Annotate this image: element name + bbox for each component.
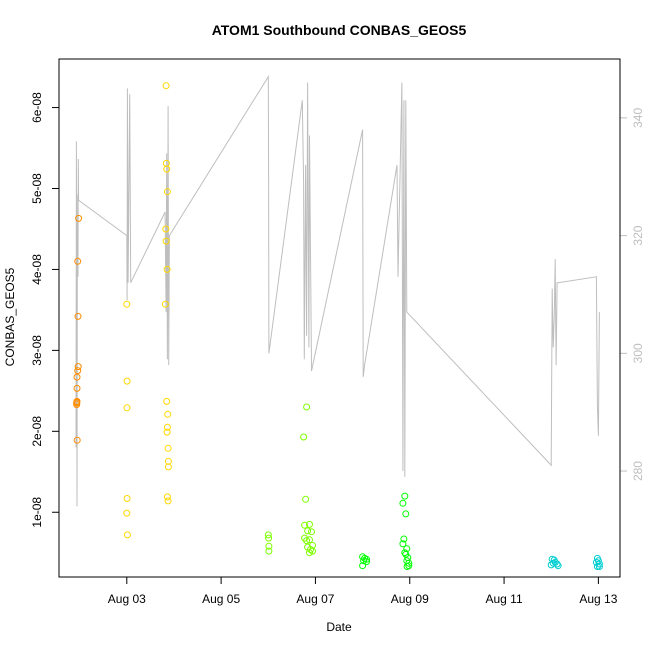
x-axis: Aug 03 Aug 05 Aug 07 Aug 09 Aug 11 Aug 13	[108, 577, 618, 606]
data-point	[74, 257, 82, 265]
y2-tick-label: 300	[631, 343, 645, 363]
data-point	[123, 531, 131, 539]
data-point	[405, 559, 413, 567]
y2-tick-label: 320	[631, 225, 645, 245]
data-point	[164, 444, 172, 452]
data-point	[264, 531, 272, 539]
data-point	[401, 549, 409, 557]
data-point	[300, 433, 308, 441]
x-tick-label: Aug 11	[485, 592, 522, 606]
data-point	[403, 563, 411, 570]
data-point	[164, 497, 172, 505]
data-point	[162, 237, 170, 245]
data-point	[360, 557, 368, 565]
data-point	[399, 540, 407, 548]
y-axis-label: CONBAS_GEOS5	[3, 267, 17, 366]
data-point	[73, 401, 81, 409]
data-point	[73, 373, 81, 381]
data-point	[265, 547, 273, 555]
data-point	[73, 398, 81, 406]
data-point	[547, 561, 555, 569]
data-point	[74, 312, 82, 320]
data-point	[123, 509, 131, 517]
y2-tick-label: 280	[631, 461, 645, 481]
data-point	[164, 410, 172, 418]
data-point	[593, 563, 601, 570]
data-point	[162, 225, 170, 233]
data-point	[123, 404, 131, 412]
data-point	[123, 300, 131, 308]
data-point	[123, 495, 131, 502]
y-tick-label: 1e-08	[30, 497, 44, 528]
data-point	[161, 300, 169, 308]
y-tick-label: 3e-08	[30, 335, 44, 366]
data-point	[301, 521, 309, 529]
data-point	[359, 562, 367, 570]
data-point	[402, 510, 410, 518]
secondary-series-line	[75, 74, 600, 507]
y-tick-label: 6e-08	[30, 92, 44, 123]
data-point	[306, 520, 313, 528]
data-point	[163, 428, 171, 436]
y-tick-label: 2e-08	[30, 416, 44, 447]
data-point	[163, 188, 171, 196]
data-point	[363, 558, 370, 566]
y2-tick-label: 340	[631, 108, 645, 128]
data-point	[303, 403, 311, 411]
data-point	[75, 214, 83, 222]
x-tick-label: Aug 07	[296, 592, 334, 606]
data-point	[164, 463, 172, 471]
y-axis-right: 280 300 320 340	[620, 108, 645, 481]
data-point	[163, 265, 171, 273]
data-point	[163, 423, 171, 431]
data-point	[306, 549, 313, 557]
data-point	[399, 499, 407, 507]
data-point	[265, 534, 273, 542]
data-point	[302, 495, 310, 503]
plot-frame	[58, 58, 621, 578]
data-point	[73, 384, 81, 392]
data-point	[400, 535, 408, 543]
data-point	[162, 82, 170, 90]
data-point	[74, 363, 82, 371]
secondary-line-layer	[75, 74, 600, 507]
data-point	[595, 563, 603, 570]
x-axis-label: Date	[326, 620, 352, 634]
data-point	[554, 562, 562, 570]
data-point	[163, 165, 171, 173]
x-tick-label: Aug 05	[202, 592, 240, 606]
data-point	[307, 546, 314, 553]
y-axis-left: 1e-08 2e-08 3e-08 4e-08 5e-08 6e-08	[30, 92, 59, 528]
data-point	[304, 527, 312, 535]
x-tick-label: Aug 13	[579, 592, 617, 606]
data-point	[123, 377, 131, 385]
chart-title: ATOM1 Southbound CONBAS_GEOS5	[212, 22, 467, 38]
data-point	[308, 528, 315, 536]
data-point	[163, 397, 171, 405]
data-points-layer	[73, 82, 603, 570]
data-point	[401, 492, 409, 500]
y-tick-label: 4e-08	[30, 254, 44, 285]
x-tick-label: Aug 03	[108, 592, 146, 606]
y-tick-label: 5e-08	[30, 173, 44, 204]
data-point	[73, 436, 81, 444]
data-point	[306, 536, 313, 544]
x-tick-label: Aug 09	[391, 592, 429, 606]
data-point	[163, 493, 171, 501]
data-point	[303, 537, 311, 545]
data-point	[74, 367, 82, 375]
data-point	[265, 542, 273, 550]
